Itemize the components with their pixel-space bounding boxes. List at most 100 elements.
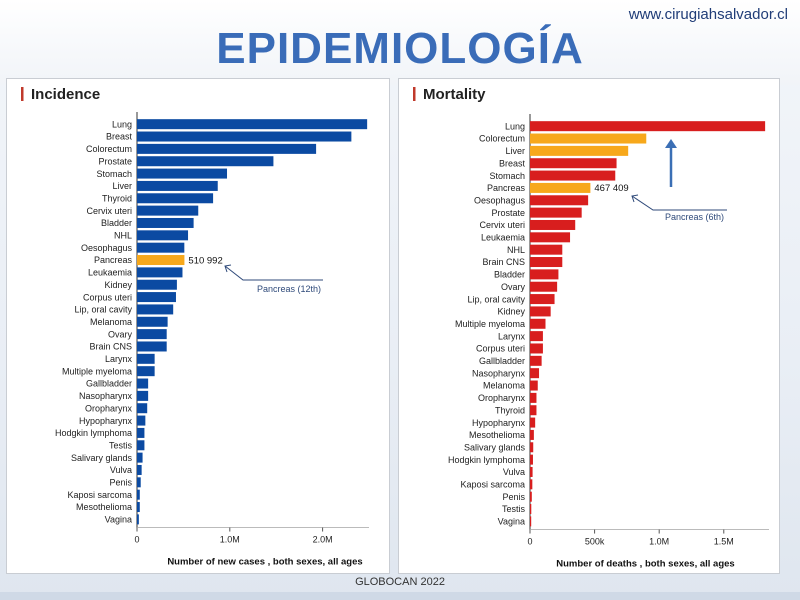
category-label-penis: Penis bbox=[502, 492, 525, 502]
bar-testis bbox=[530, 504, 532, 515]
x-axis-label: Number of deaths , both sexes, all ages bbox=[556, 559, 734, 570]
bar-nhl bbox=[137, 230, 189, 241]
category-label-leukaemia: Leukaemia bbox=[481, 233, 525, 243]
category-label-cervix-uteri: Cervix uteri bbox=[86, 206, 132, 216]
category-label-thyroid: Thyroid bbox=[102, 193, 132, 203]
category-label-melanoma: Melanoma bbox=[483, 381, 525, 391]
category-label-ovary: Ovary bbox=[108, 329, 133, 339]
category-label-oropharynx: Oropharynx bbox=[85, 403, 133, 413]
category-label-hypopharynx: Hypopharynx bbox=[79, 416, 133, 426]
x-tick-label: 2.0M bbox=[313, 535, 333, 545]
bar-liver bbox=[530, 145, 629, 156]
bar-penis bbox=[530, 491, 532, 502]
bar-testis bbox=[137, 440, 145, 451]
highlight-value-label: 467 409 bbox=[594, 183, 628, 194]
category-label-multiple-myeloma: Multiple myeloma bbox=[62, 366, 132, 376]
bar-vulva bbox=[137, 464, 142, 475]
title-accent bbox=[413, 87, 416, 101]
category-label-lip-oral-cavity: Lip, oral cavity bbox=[74, 305, 132, 315]
bar-bladder bbox=[137, 217, 194, 228]
category-label-testis: Testis bbox=[109, 440, 133, 450]
incidence-chart: Incidence Lung Breast Colorectum Prostate Sto… bbox=[21, 86, 369, 568]
title-accent bbox=[21, 87, 24, 101]
category-label-vagina: Vagina bbox=[498, 517, 525, 527]
bar-gallbladder bbox=[530, 355, 542, 366]
bar-ovary bbox=[530, 281, 558, 292]
bar-corpus-uteri bbox=[137, 292, 176, 303]
category-label-larynx: Larynx bbox=[105, 354, 133, 364]
category-label-colorectum: Colorectum bbox=[479, 134, 525, 144]
bar-nasopharynx bbox=[137, 390, 149, 401]
bar-thyroid bbox=[137, 193, 214, 204]
bar-lung bbox=[530, 121, 766, 132]
bar-cervix-uteri bbox=[530, 219, 576, 230]
bar-melanoma bbox=[530, 380, 538, 391]
bar-prostate bbox=[530, 207, 582, 218]
category-label-brain-cns: Brain CNS bbox=[482, 257, 525, 267]
category-label-ovary: Ovary bbox=[501, 282, 526, 292]
bar-larynx bbox=[530, 331, 543, 342]
category-label-liver: Liver bbox=[505, 146, 525, 156]
bar-multiple-myeloma bbox=[137, 366, 155, 377]
website-url: www.cirugiahsalvador.cl bbox=[628, 6, 788, 23]
annotation-arrowhead bbox=[631, 194, 639, 203]
category-label-melanoma: Melanoma bbox=[90, 317, 132, 327]
bar-kaposi-sarcoma bbox=[530, 479, 533, 490]
category-label-larynx: Larynx bbox=[498, 331, 526, 341]
bar-larynx bbox=[137, 353, 155, 364]
category-label-oesophagus: Oesophagus bbox=[81, 243, 133, 253]
category-label-vagina: Vagina bbox=[105, 515, 132, 525]
bar-thyroid bbox=[530, 405, 537, 416]
category-label-corpus-uteri: Corpus uteri bbox=[83, 292, 132, 302]
bar-leukaemia bbox=[137, 267, 183, 278]
bar-corpus-uteri bbox=[530, 343, 543, 354]
x-tick-label: 1.0M bbox=[649, 537, 669, 547]
bar-lip-oral-cavity bbox=[530, 294, 555, 305]
bar-vagina bbox=[137, 514, 139, 525]
bar-melanoma bbox=[137, 316, 168, 327]
bar-colorectum bbox=[530, 133, 647, 144]
source-footer: GLOBOCAN 2022 bbox=[355, 576, 445, 588]
bar-oropharynx bbox=[137, 403, 148, 414]
category-label-testis: Testis bbox=[502, 504, 526, 514]
category-label-gallbladder: Gallbladder bbox=[479, 356, 525, 366]
x-tick-label: 0 bbox=[527, 537, 532, 547]
bar-prostate bbox=[137, 156, 274, 167]
bar-leukaemia bbox=[530, 232, 571, 243]
category-label-kidney: Kidney bbox=[104, 280, 132, 290]
x-tick-label: 1.5M bbox=[714, 537, 734, 547]
bar-cervix-uteri bbox=[137, 205, 199, 216]
bar-lung bbox=[137, 119, 368, 130]
annotation-leader bbox=[631, 195, 727, 211]
mortality-chart: Mortality Lung Colorectum Liver Breast Stomac… bbox=[413, 86, 769, 570]
x-axis-label: Number of new cases , both sexes, all ag… bbox=[167, 557, 362, 568]
category-label-colorectum: Colorectum bbox=[86, 144, 132, 154]
bar-bladder bbox=[530, 269, 559, 280]
category-label-mesothelioma: Mesothelioma bbox=[76, 502, 132, 512]
bar-hypopharynx bbox=[530, 417, 536, 428]
category-label-liver: Liver bbox=[112, 181, 132, 191]
bar-brain-cns bbox=[530, 257, 563, 268]
annotation-label: Pancreas (6th) bbox=[665, 212, 724, 222]
x-tick-label: 0 bbox=[134, 535, 139, 545]
category-label-hypopharynx: Hypopharynx bbox=[472, 418, 526, 428]
bar-kidney bbox=[530, 306, 551, 317]
category-label-vulva: Vulva bbox=[503, 467, 525, 477]
category-label-nhl: NHL bbox=[114, 231, 132, 241]
category-label-cervix-uteri: Cervix uteri bbox=[479, 220, 525, 230]
bar-stomach bbox=[530, 170, 616, 181]
bar-lip-oral-cavity bbox=[137, 304, 174, 315]
bar-oropharynx bbox=[530, 392, 537, 403]
bar-oesophagus bbox=[530, 195, 589, 206]
bar-mesothelioma bbox=[137, 502, 140, 513]
bar-stomach bbox=[137, 168, 228, 179]
bar-breast bbox=[137, 131, 352, 142]
annotation-label: Pancreas (12th) bbox=[257, 284, 321, 294]
category-label-corpus-uteri: Corpus uteri bbox=[476, 344, 525, 354]
bar-vagina bbox=[530, 516, 532, 527]
category-label-multiple-myeloma: Multiple myeloma bbox=[455, 319, 525, 329]
bar-pancreas bbox=[137, 255, 185, 266]
bar-multiple-myeloma bbox=[530, 318, 546, 329]
bar-nasopharynx bbox=[530, 368, 540, 379]
highlight-value-label: 510 992 bbox=[188, 255, 222, 266]
